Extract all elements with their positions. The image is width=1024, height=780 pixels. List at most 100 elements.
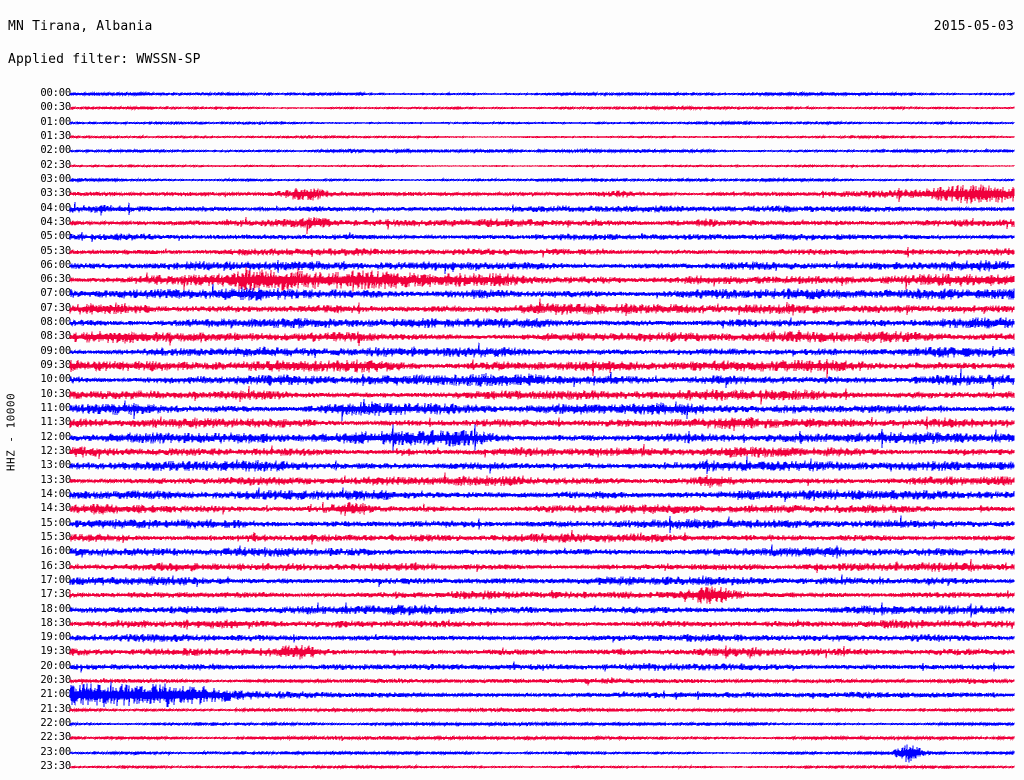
seismic-trace (69, 94, 1015, 122)
row-time-label: 03:30 (40, 187, 71, 200)
row-time-label: 05:30 (40, 244, 71, 257)
row-time-label: 13:00 (40, 459, 71, 472)
helicorder-row: 15:30 (0, 529, 1024, 547)
seismic-trace (69, 638, 1015, 666)
seismic-trace (69, 180, 1015, 208)
helicorder-row: 00:00 (0, 88, 1024, 103)
row-time-label: 23:00 (40, 745, 71, 758)
helicorder-row: 16:00 (0, 544, 1024, 561)
row-time-label: 14:00 (40, 487, 71, 500)
row-time-label: 15:30 (40, 530, 71, 543)
row-time-label: 06:00 (40, 258, 71, 271)
row-time-label: 04:30 (40, 215, 71, 228)
helicorder-row: 11:00 (0, 398, 1024, 422)
helicorder-row: 14:00 (0, 487, 1024, 504)
row-time-label: 17:00 (40, 573, 71, 586)
seismic-trace (69, 524, 1015, 552)
seismic-trace (69, 681, 1015, 709)
helicorder-row: 21:00 (0, 681, 1024, 708)
helicorder-row: 11:30 (0, 416, 1024, 432)
seismic-trace (69, 724, 1015, 752)
seismic-trace (69, 739, 1015, 767)
row-time-label: 08:30 (40, 330, 71, 343)
seismic-trace (69, 238, 1015, 266)
helicorder-row: 00:30 (0, 102, 1024, 117)
helicorder-row: 17:30 (0, 586, 1024, 605)
helicorder-plot: 00:00 00:30 01:00 01:30 02:00 02:30 03:00 03:30… (0, 78, 1024, 778)
helicorder-row: 06:30 (0, 267, 1024, 292)
seismic-trace (69, 667, 1015, 695)
row-time-label: 14:30 (40, 502, 71, 515)
helicorder-row: 09:00 (0, 342, 1024, 361)
row-time-label: 18:30 (40, 616, 71, 629)
helicorder-row: 01:30 (0, 129, 1024, 146)
row-time-label: 02:30 (40, 158, 71, 171)
seismic-trace (69, 653, 1015, 681)
row-time-label: 03:00 (40, 172, 71, 185)
row-time-label: 23:30 (40, 760, 71, 773)
seismic-trace (69, 209, 1015, 237)
helicorder-row: 15:00 (0, 514, 1024, 533)
seismic-trace (69, 195, 1015, 223)
seismic-trace (69, 596, 1015, 624)
row-time-label: 22:00 (40, 717, 71, 730)
row-time-label: 18:00 (40, 602, 71, 615)
seismic-trace (69, 323, 1015, 351)
seismic-trace (69, 567, 1015, 595)
helicorder-row: 20:30 (0, 675, 1024, 690)
seismic-trace (69, 624, 1015, 652)
seismic-trace (69, 352, 1015, 380)
row-time-label: 21:00 (40, 688, 71, 701)
helicorder-row: 02:00 (0, 145, 1024, 160)
seismic-trace (69, 338, 1015, 366)
seismic-trace (69, 696, 1015, 724)
helicorder-row: 07:30 (0, 298, 1024, 318)
seismic-trace (69, 495, 1015, 523)
row-time-label: 20:00 (40, 659, 71, 672)
row-time-label: 22:30 (40, 731, 71, 744)
row-time-label: 08:00 (40, 316, 71, 329)
seismic-trace (69, 424, 1015, 452)
seismic-trace (69, 395, 1015, 423)
helicorder-row: 04:30 (0, 215, 1024, 235)
seismic-trace (69, 295, 1015, 323)
helicorder-row: 03:30 (0, 184, 1024, 204)
seismic-trace (69, 123, 1015, 151)
seismic-trace (69, 438, 1015, 466)
helicorder-row: 22:00 (0, 718, 1024, 733)
seismic-trace (69, 166, 1015, 194)
row-time-label: 19:00 (40, 631, 71, 644)
row-time-label: 00:00 (40, 87, 71, 99)
row-time-label: 20:30 (40, 674, 71, 687)
row-time-label: 04:00 (40, 201, 71, 214)
helicorder-row: 06:00 (0, 258, 1024, 275)
filter-label: Applied filter: WWSSN-SP (8, 52, 201, 67)
helicorder-row: 12:30 (0, 444, 1024, 461)
seismic-trace (69, 510, 1015, 538)
helicorder-row: 07:00 (0, 284, 1024, 303)
helicorder-row: 21:30 (0, 703, 1024, 719)
row-time-label: 19:30 (40, 645, 71, 658)
row-time-label: 10:00 (40, 373, 71, 386)
seismic-trace (69, 266, 1015, 294)
seismic-trace (69, 710, 1015, 738)
helicorder-row: 08:30 (0, 330, 1024, 347)
seismic-trace (69, 481, 1015, 509)
helicorder-row: 16:30 (0, 558, 1024, 576)
row-time-label: 07:00 (40, 287, 71, 300)
row-time-label: 10:30 (40, 387, 71, 400)
row-time-label: 06:30 (40, 273, 71, 286)
row-time-label: 09:00 (40, 344, 71, 357)
date-label: 2015-05-03 (933, 19, 1014, 34)
row-time-label: 16:30 (40, 559, 71, 572)
seismic-trace (69, 109, 1015, 137)
helicorder-row: 01:00 (0, 116, 1024, 132)
row-time-label: 01:30 (40, 129, 71, 142)
row-time-label: 00:30 (40, 101, 71, 114)
row-time-label: 09:30 (40, 359, 71, 372)
row-time-label: 05:00 (40, 230, 71, 243)
helicorder-row: 22:30 (0, 732, 1024, 747)
row-time-label: 15:00 (40, 516, 71, 529)
helicorder-row: 19:30 (0, 645, 1024, 661)
